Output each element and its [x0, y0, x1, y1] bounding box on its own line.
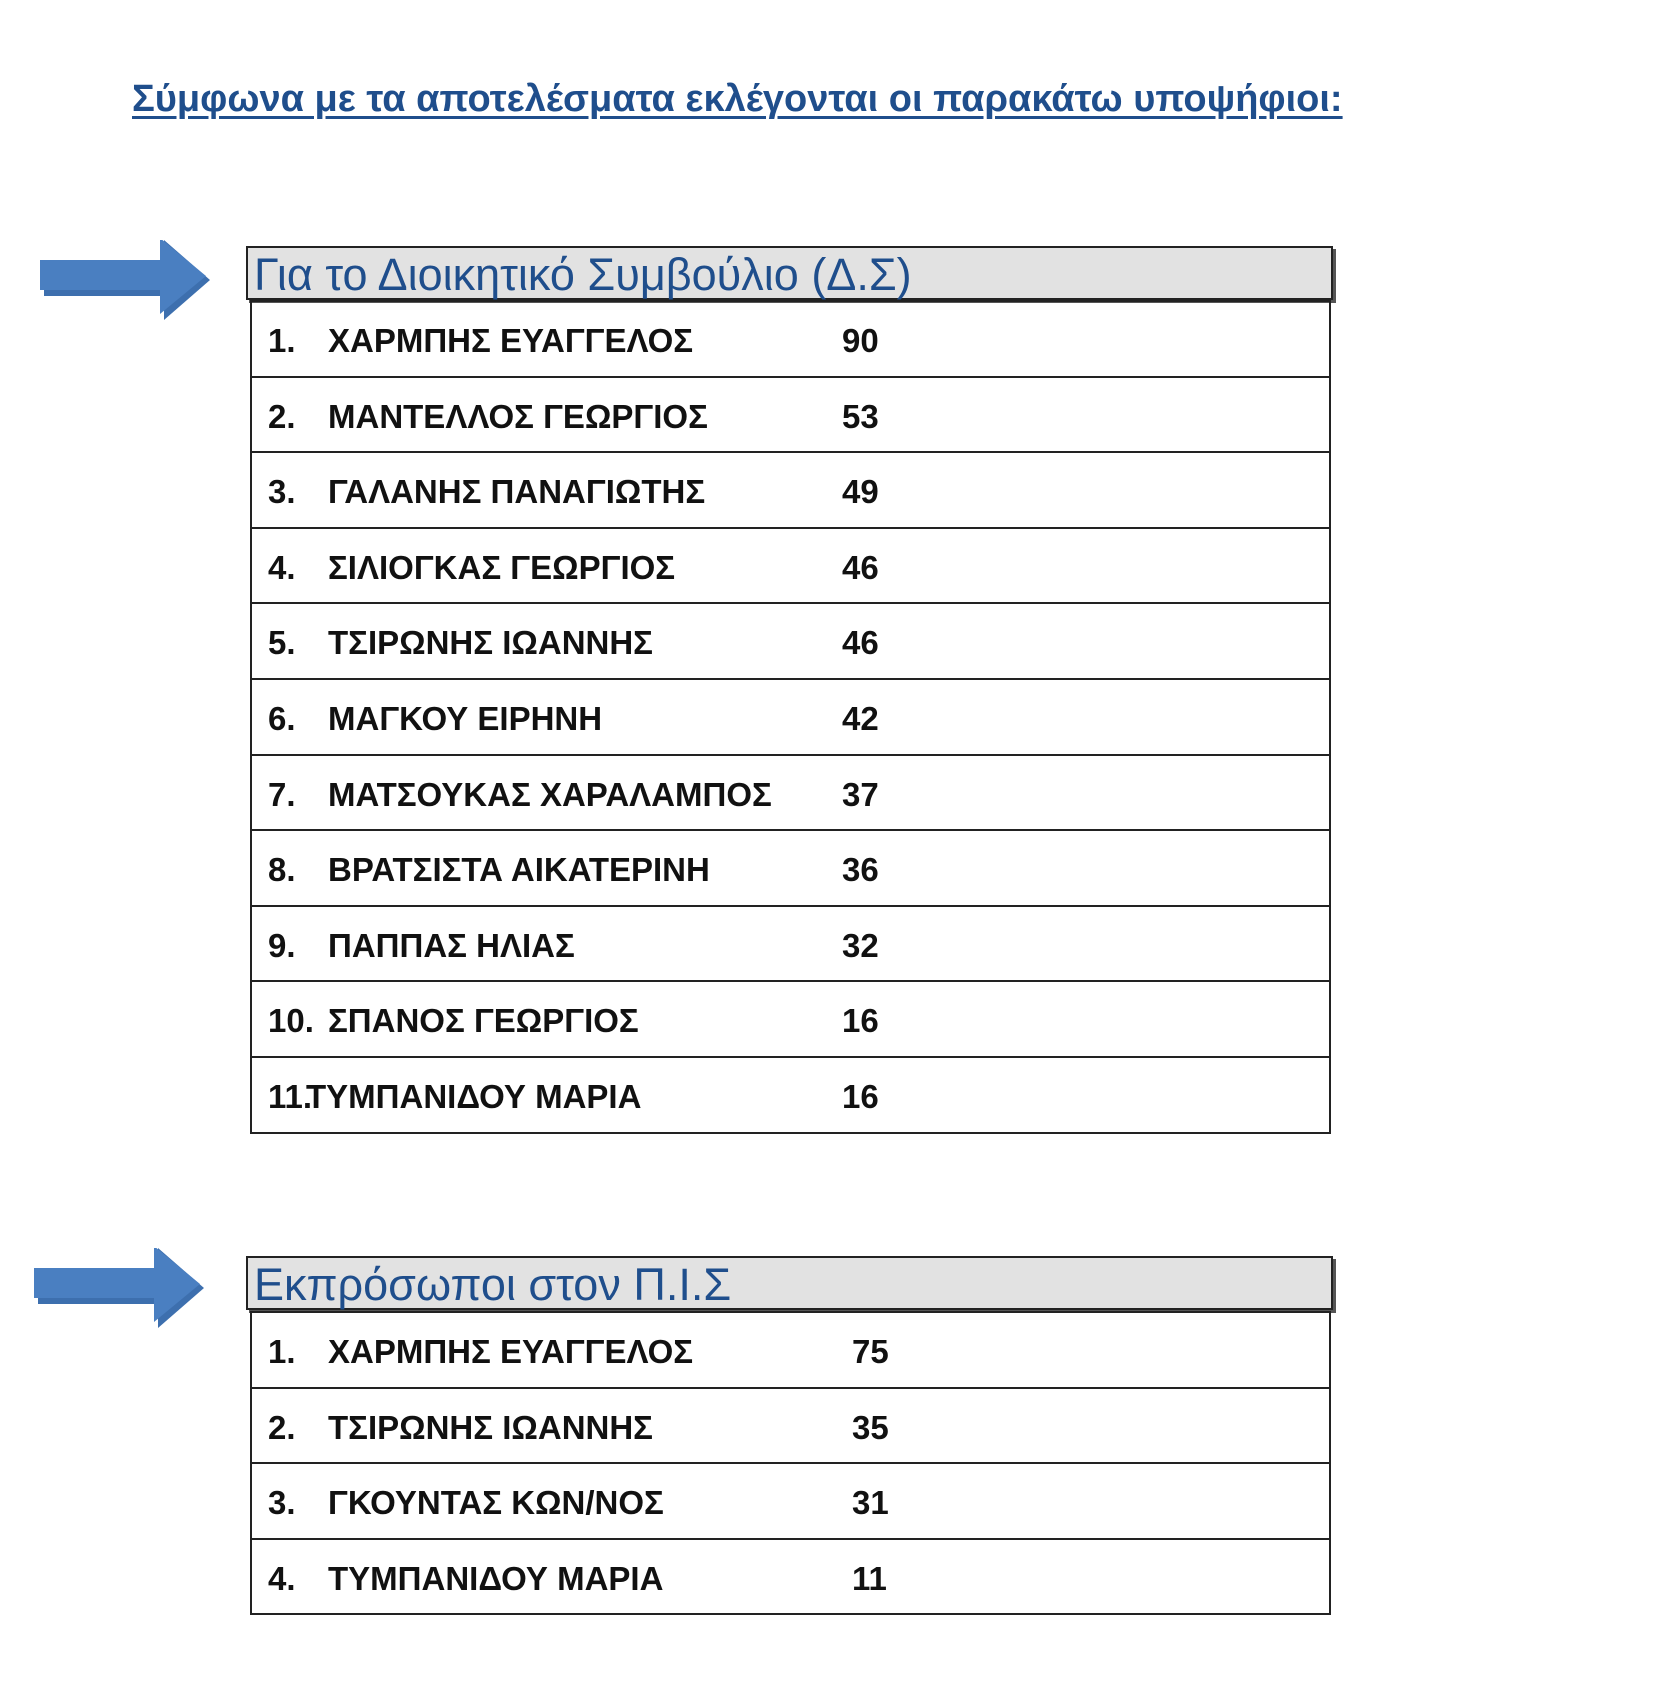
vote-count: 49	[842, 473, 879, 511]
table-row: 2. ΜΑΝΤΕΛΛΟΣ ΓΕΩΡΓΙΟΣ 53	[252, 375, 1329, 452]
row-number: 3.	[268, 1484, 296, 1522]
row-number: 4.	[268, 548, 296, 586]
row-number: 1.	[268, 322, 296, 359]
row-number: 7.	[268, 775, 296, 813]
candidate-name: ΤΥΜΠΑΝΙΔΟΥ ΜΑΡΙΑ	[328, 1559, 664, 1597]
row-number: 4.	[268, 1559, 296, 1597]
vote-count: 46	[842, 548, 879, 586]
row-number: 3.	[268, 473, 296, 511]
candidate-name: ΣΙΛΙΟΓΚΑΣ ΓΕΩΡΓΙΟΣ	[328, 548, 676, 586]
table-row: 8. ΒΡΑΤΣΙΣΤΑ ΑΙΚΑΤΕΡΙΝΗ 36	[252, 829, 1329, 905]
row-number: 6.	[268, 699, 296, 737]
section-heading: Για το Διοικητικό Συμβούλιο (Δ.Σ)	[246, 246, 1333, 300]
vote-count: 36	[842, 851, 879, 889]
section-heading: Εκπρόσωποι στον Π.Ι.Σ	[246, 1256, 1333, 1310]
vote-count: 53	[842, 397, 879, 435]
candidate-name: ΒΡΑΤΣΙΣΤΑ ΑΙΚΑΤΕΡΙΝΗ	[328, 851, 710, 889]
table-row: 7. ΜΑΤΣΟΥΚΑΣ ΧΑΡΑΛΑΜΠΟΣ 37	[252, 753, 1329, 830]
table-row: 3. ΓΑΛΑΝΗΣ ΠΑΝΑΓΙΩΤΗΣ 49	[252, 451, 1329, 527]
candidate-name: ΓΑΛΑΝΗΣ ΠΑΝΑΓΙΩΤΗΣ	[328, 473, 706, 511]
table-row: 1. ΧΑΡΜΠΗΣ ΕΥΑΓΓΕΛΟΣ 90	[252, 300, 1329, 376]
row-number: 2.	[268, 397, 296, 435]
candidate-name: ΜΑΓΚΟΥ ΕΙΡΗΝΗ	[328, 699, 603, 737]
row-number: 9.	[268, 926, 296, 964]
arrow-right-icon	[34, 1248, 204, 1328]
row-number: 8.	[268, 851, 296, 889]
results-table: 1. ΧΑΡΜΠΗΣ ΕΥΑΓΓΕΛΟΣ 90 2. ΜΑΝΤΕΛΛΟΣ ΓΕΩΡΓΙΟ…	[250, 300, 1331, 1134]
vote-count: 32	[842, 926, 879, 964]
table-row: 9. ΠΑΠΠΑΣ ΗΛΙΑΣ 32	[252, 904, 1329, 981]
row-number: 1.	[268, 1333, 296, 1370]
vote-count: 16	[842, 1077, 879, 1115]
candidate-name: ΤΣΙΡΩΝΗΣ ΙΩΑΝΝΗΣ	[328, 1408, 653, 1446]
candidate-name: ΓΚΟΥΝΤΑΣ ΚΩΝ/ΝΟΣ	[328, 1484, 664, 1522]
candidate-name: ΜΑΤΣΟΥΚΑΣ ΧΑΡΑΛΑΜΠΟΣ	[328, 775, 772, 813]
table-row: 2. ΤΣΙΡΩΝΗΣ ΙΩΑΝΝΗΣ 35	[252, 1386, 1329, 1463]
table-row: 4. ΤΥΜΠΑΝΙΔΟΥ ΜΑΡΙΑ 11	[252, 1537, 1329, 1614]
vote-count: 11	[852, 1559, 887, 1597]
row-number: 11.	[268, 1077, 313, 1115]
vote-count: 37	[842, 775, 879, 813]
vote-count: 31	[852, 1484, 889, 1522]
table-row: 11. ΤΥΜΠΑΝΙΔΟΥ ΜΑΡΙΑ 16	[252, 1055, 1329, 1132]
table-row: 6. ΜΑΓΚΟΥ ΕΙΡΗΝΗ 42	[252, 677, 1329, 754]
table-row: 5. ΤΣΙΡΩΝΗΣ ΙΩΑΝΝΗΣ 46	[252, 602, 1329, 678]
arrow-right-icon	[40, 240, 210, 320]
candidate-name: ΣΠΑΝΟΣ ΓΕΩΡΓΙΟΣ	[328, 1002, 639, 1040]
row-number: 2.	[268, 1408, 296, 1446]
table-row: 10. ΣΠΑΝΟΣ ΓΕΩΡΓΙΟΣ 16	[252, 980, 1329, 1056]
candidate-name: ΤΣΙΡΩΝΗΣ ΙΩΑΝΝΗΣ	[328, 624, 653, 662]
candidate-name: ΠΑΠΠΑΣ ΗΛΙΑΣ	[328, 926, 575, 964]
candidate-name: ΜΑΝΤΕΛΛΟΣ ΓΕΩΡΓΙΟΣ	[328, 397, 708, 435]
vote-count: 46	[842, 624, 879, 662]
vote-count: 35	[852, 1408, 889, 1446]
table-row: 4. ΣΙΛΙΟΓΚΑΣ ΓΕΩΡΓΙΟΣ 46	[252, 526, 1329, 603]
vote-count: 42	[842, 699, 879, 737]
candidate-name: ΤΥΜΠΑΝΙΔΟΥ ΜΑΡΙΑ	[306, 1077, 642, 1115]
candidate-name: ΧΑΡΜΠΗΣ ΕΥΑΓΓΕΛΟΣ	[328, 1333, 694, 1370]
vote-count: 16	[842, 1002, 879, 1040]
results-table: 1. ΧΑΡΜΠΗΣ ΕΥΑΓΓΕΛΟΣ 75 2. ΤΣΙΡΩΝΗΣ ΙΩΑΝΝΗΣ 3…	[250, 1311, 1331, 1616]
row-number: 10.	[268, 1002, 314, 1040]
page-title: Σύμφωνα με τα αποτελέσματα εκλέγονται οι…	[132, 78, 1343, 120]
row-number: 5.	[268, 624, 296, 662]
table-row: 1. ΧΑΡΜΠΗΣ ΕΥΑΓΓΕΛΟΣ 75	[252, 1311, 1329, 1387]
candidate-name: ΧΑΡΜΠΗΣ ΕΥΑΓΓΕΛΟΣ	[328, 322, 694, 359]
table-row: 3. ΓΚΟΥΝΤΑΣ ΚΩΝ/ΝΟΣ 31	[252, 1462, 1329, 1538]
vote-count: 90	[842, 322, 879, 359]
vote-count: 75	[852, 1333, 889, 1370]
